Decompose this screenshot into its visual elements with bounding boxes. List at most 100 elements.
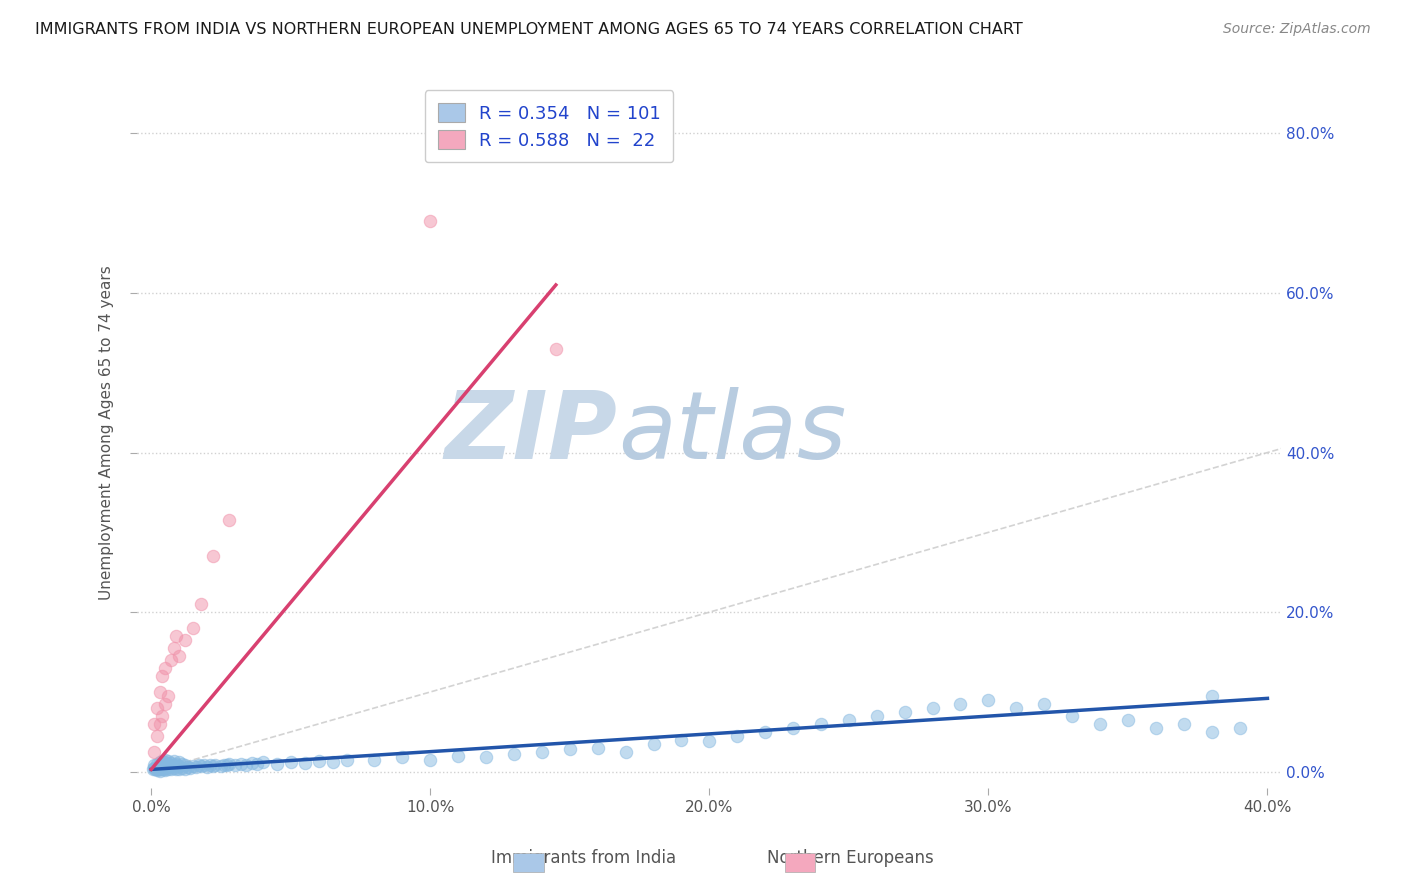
Point (143, 717, 166, 731)
Point (235, 757, 257, 772)
Point (153, 756, 176, 770)
Point (475, 750, 498, 764)
Point (153, 763, 176, 777)
Point (162, 641, 184, 656)
Point (209, 759, 232, 773)
Text: IMMIGRANTS FROM INDIA VS NORTHERN EUROPEAN UNEMPLOYMENT AMONG AGES 65 TO 74 YEAR: IMMIGRANTS FROM INDIA VS NORTHERN EUROPE… (35, 22, 1024, 37)
Point (530, 745, 553, 759)
Point (184, 760, 207, 774)
Point (159, 759, 181, 773)
Point (363, 753, 385, 767)
Point (143, 745, 166, 759)
Point (176, 760, 198, 774)
Point (229, 756, 252, 771)
Point (150, 709, 173, 723)
Point (866, 709, 889, 723)
Point (1033, 697, 1056, 711)
Point (977, 693, 1000, 707)
Point (218, 513, 240, 527)
Point (150, 755, 173, 769)
Point (671, 732, 693, 747)
Point (266, 756, 288, 771)
Point (153, 697, 176, 711)
Point (173, 757, 195, 772)
Point (156, 756, 179, 771)
Point (173, 633, 195, 648)
Point (146, 729, 169, 743)
Point (159, 756, 181, 770)
Point (810, 717, 832, 731)
Point (146, 701, 169, 715)
Point (173, 762, 195, 776)
Point (149, 685, 172, 699)
Point (544, 342, 567, 356)
Point (156, 689, 179, 703)
Point (143, 758, 166, 772)
Point (308, 755, 330, 769)
Point (142, 763, 165, 777)
Point (146, 763, 169, 777)
Point (586, 740, 609, 755)
Point (156, 754, 179, 768)
Point (193, 757, 215, 772)
Point (152, 762, 174, 776)
Point (162, 755, 184, 769)
Point (1005, 701, 1028, 715)
Point (156, 762, 179, 776)
Point (159, 763, 181, 777)
Point (146, 756, 169, 771)
Point (150, 669, 173, 683)
Point (201, 549, 224, 564)
Point (150, 757, 173, 772)
Point (198, 758, 221, 772)
Point (153, 753, 176, 767)
Point (190, 759, 212, 773)
Point (145, 762, 167, 776)
Point (335, 753, 357, 767)
Point (754, 725, 776, 739)
Point (921, 701, 943, 715)
Point (190, 597, 212, 611)
Point (162, 761, 184, 775)
Point (162, 757, 184, 772)
Point (643, 737, 665, 751)
Point (149, 717, 172, 731)
Point (153, 758, 176, 772)
Point (187, 758, 209, 772)
Point (391, 750, 413, 764)
Point (153, 661, 176, 675)
Point (165, 762, 187, 776)
Point (322, 756, 344, 770)
Point (280, 756, 302, 770)
Point (170, 761, 193, 775)
Point (240, 756, 263, 770)
Point (181, 621, 204, 635)
Point (224, 758, 246, 772)
Text: atlas: atlas (617, 387, 846, 478)
Point (419, 214, 441, 228)
Point (204, 757, 226, 772)
Point (1201, 725, 1223, 739)
Point (143, 761, 166, 775)
Point (150, 763, 173, 777)
Point (725, 729, 748, 743)
Point (149, 762, 172, 776)
Point (893, 705, 915, 719)
Point (503, 747, 526, 762)
Point (149, 764, 172, 778)
Point (215, 758, 238, 772)
Point (294, 756, 316, 770)
Point (165, 629, 187, 643)
Point (1173, 717, 1195, 731)
Point (1144, 721, 1167, 735)
Point (170, 756, 193, 771)
Text: Source: ZipAtlas.com: Source: ZipAtlas.com (1223, 22, 1371, 37)
Point (150, 761, 173, 775)
Point (167, 759, 190, 773)
Point (1116, 713, 1139, 727)
Point (949, 697, 972, 711)
Point (1088, 717, 1111, 731)
Point (156, 759, 179, 773)
Point (782, 721, 804, 735)
Legend: R = 0.354   N = 101, R = 0.588   N =  22: R = 0.354 N = 101, R = 0.588 N = 22 (425, 90, 673, 162)
